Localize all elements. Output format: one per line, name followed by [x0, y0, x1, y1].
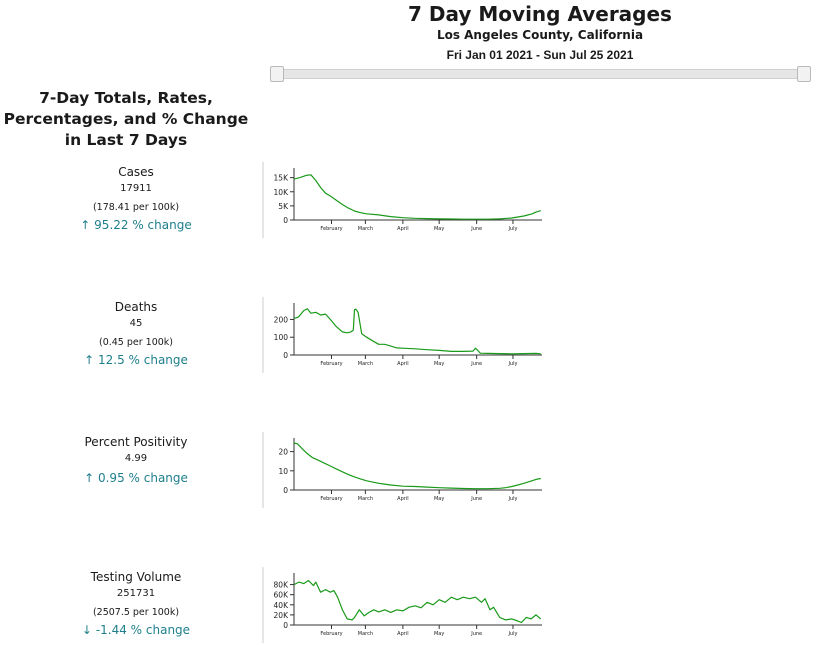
slider-start-handle[interactable] [270, 66, 284, 82]
arrow-up-icon: ↑ [80, 218, 91, 232]
change-value: 12.5 % change [97, 353, 188, 367]
x-tick-label: May [434, 226, 444, 232]
metric-rate: (178.41 per 100k) [92, 202, 180, 213]
page-title: 7 Day Moving Averages [408, 2, 672, 26]
x-tick-label: July [507, 361, 517, 367]
x-tick-label: March [358, 631, 373, 637]
metric-testing-volume: Testing Volume 251731 (2507.5 per 100k) … [0, 569, 272, 638]
y-tick-label: 100 [274, 333, 289, 342]
metric-total: 4.99 [124, 453, 148, 464]
location-subtitle: Los Angeles County, California [436, 28, 644, 42]
metric-name: Percent Positivity [84, 435, 188, 449]
cases-chart: 0 5K 10K 15K February March April May June July [262, 162, 542, 238]
series-line [293, 308, 541, 355]
slider-end-handle[interactable] [797, 66, 811, 82]
x-tick-label: March [358, 496, 373, 502]
x-tick-label: February [320, 631, 342, 637]
y-tick-label: 200 [274, 315, 289, 324]
metric-deaths: Deaths 45 (0.45 per 100k) ↑ 12.5 % chang… [0, 299, 272, 368]
change-value: 0.95 % change [97, 471, 188, 485]
y-tick-label: 60K [274, 591, 290, 600]
metric-name: Deaths [114, 300, 158, 314]
summary-panel-title: 7-Day Totals, Rates, Percentages, and % … [3, 89, 249, 149]
x-tick-label: February [320, 496, 342, 502]
x-tick-label: February [320, 361, 342, 367]
y-tick-label: 0 [283, 486, 288, 495]
metric-rate: (2507.5 per 100k) [92, 607, 180, 618]
y-tick-label: 15K [274, 174, 290, 183]
change-value: -1.44 % change [95, 623, 191, 637]
metric-change: ↑ 95.22 % change [0, 217, 272, 233]
metric-total: 17911 [120, 183, 152, 194]
metric-cases: Cases 17911 (178.41 per 100k) ↑ 95.22 % … [0, 164, 272, 233]
y-tick-label: 20 [278, 448, 288, 457]
y-tick-label: 10 [278, 467, 288, 476]
x-tick-label: March [358, 226, 373, 232]
y-tick-label: 0 [283, 351, 288, 360]
x-tick-label: June [470, 361, 482, 367]
date-range-label: Fri Jan 01 2021 - Sun Jul 25 2021 [446, 48, 634, 62]
x-tick-label: April [397, 496, 408, 502]
chart-header: 7 Day Moving Averages Los Angeles County… [270, 0, 810, 62]
percent-positivity-chart: 0 10 20 February March April May June July [262, 432, 542, 508]
x-tick-label: April [397, 361, 408, 367]
change-value: 95.22 % change [94, 218, 192, 232]
series-line [293, 442, 541, 490]
date-range-slider[interactable] [270, 66, 811, 82]
x-tick-label: February [320, 226, 342, 232]
metric-change: ↑ 12.5 % change [0, 352, 272, 368]
x-tick-label: May [434, 361, 444, 367]
y-tick-label: 0 [283, 216, 288, 225]
y-tick-label: 5K [278, 202, 289, 211]
metric-name: Testing Volume [90, 570, 182, 584]
y-tick-label: 80K [274, 581, 290, 590]
metric-rate: (0.45 per 100k) [98, 337, 174, 348]
metric-percent-positivity: Percent Positivity 4.99 ↑ 0.95 % change [0, 434, 272, 486]
x-tick-label: June [470, 496, 482, 502]
x-tick-label: May [434, 496, 444, 502]
x-tick-label: May [434, 631, 444, 637]
x-tick-label: March [358, 361, 373, 367]
arrow-down-icon: ↓ [81, 623, 92, 637]
series-line [293, 174, 541, 220]
metric-name: Cases [118, 165, 154, 179]
deaths-chart: 0 100 200 February March April May June July [262, 297, 542, 373]
arrow-up-icon: ↑ [84, 471, 95, 485]
metric-total: 251731 [116, 588, 156, 599]
x-tick-label: June [470, 631, 482, 637]
y-tick-label: 40K [274, 601, 290, 610]
y-tick-label: 10K [274, 188, 290, 197]
arrow-up-icon: ↑ [84, 353, 95, 367]
x-tick-label: July [507, 226, 517, 232]
x-tick-label: April [397, 226, 408, 232]
x-tick-label: April [397, 631, 408, 637]
y-tick-label: 0 [283, 621, 288, 630]
series-line [293, 579, 542, 624]
metric-total: 45 [129, 318, 143, 329]
metric-change: ↑ 0.95 % change [0, 470, 272, 486]
metric-change: ↓ -1.44 % change [0, 622, 272, 638]
x-tick-label: July [507, 631, 517, 637]
x-tick-label: June [470, 226, 482, 232]
x-tick-label: July [507, 496, 517, 502]
y-tick-label: 20K [274, 611, 290, 620]
